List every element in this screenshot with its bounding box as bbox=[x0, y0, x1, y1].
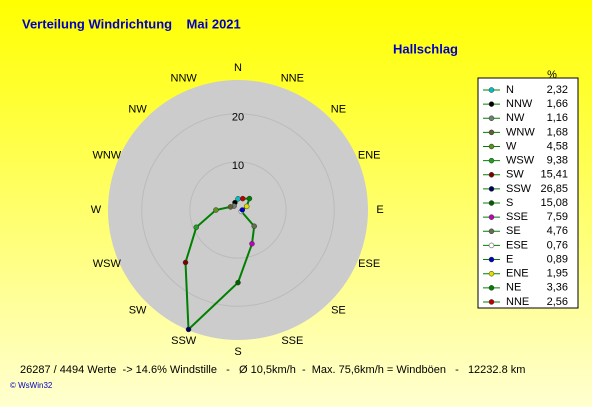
legend-value: 15,41 bbox=[540, 169, 568, 181]
legend-box bbox=[477, 77, 579, 309]
direction-label: SSE bbox=[281, 335, 303, 347]
legend-label: SSW bbox=[506, 183, 532, 195]
legend-value: 3,36 bbox=[547, 282, 568, 294]
legend-marker bbox=[488, 87, 495, 93]
legend-marker bbox=[488, 299, 495, 305]
legend-label: ENE bbox=[506, 268, 529, 280]
wind-marker bbox=[239, 207, 246, 213]
legend-value: 0,89 bbox=[547, 253, 568, 265]
grid-ring bbox=[141, 113, 335, 307]
legend-marker bbox=[488, 214, 495, 220]
direction-label: WSW bbox=[93, 258, 122, 270]
legend-label: E bbox=[506, 253, 513, 265]
direction-label: SW bbox=[129, 304, 147, 316]
subtitle: Hallschlag bbox=[393, 41, 458, 56]
legend-marker bbox=[488, 129, 495, 136]
direction-label: E bbox=[376, 204, 383, 216]
legend-label: NW bbox=[506, 112, 525, 124]
direction-label: W bbox=[91, 204, 102, 216]
footer: 26287 / 4494 Werte -> 14.6% Windstille -… bbox=[20, 364, 525, 376]
chart-title: Verteilung Windrichtung Mai 2021 bbox=[22, 16, 241, 31]
legend-value: 1,95 bbox=[547, 268, 568, 280]
wind-marker bbox=[182, 259, 189, 266]
wind-marker bbox=[251, 223, 257, 229]
wind-marker bbox=[243, 203, 250, 210]
direction-label: NW bbox=[128, 103, 147, 115]
legend-value: 2,56 bbox=[547, 296, 568, 308]
legend-label: N bbox=[506, 84, 514, 96]
legend-label: NE bbox=[506, 282, 521, 294]
legend-marker bbox=[488, 172, 495, 178]
wind-marker bbox=[235, 279, 241, 286]
wind-marker bbox=[239, 195, 246, 202]
r-tick-label: 20 bbox=[232, 112, 244, 124]
direction-label: SE bbox=[331, 304, 346, 316]
legend-label: WNW bbox=[506, 126, 535, 138]
grid-ring bbox=[189, 161, 287, 259]
legend-value: 0,76 bbox=[547, 239, 568, 251]
legend-value: 1,66 bbox=[547, 98, 568, 110]
legend-value: 1,16 bbox=[547, 112, 568, 124]
legend-value: 26,85 bbox=[540, 183, 568, 195]
wind-marker bbox=[185, 326, 192, 333]
wind-marker bbox=[227, 204, 234, 210]
legend-marker bbox=[488, 228, 495, 235]
legend-value: 15,08 bbox=[540, 197, 568, 209]
legend-marker bbox=[488, 270, 495, 277]
legend-marker bbox=[488, 200, 495, 206]
legend-marker bbox=[488, 256, 495, 263]
legend-label: S bbox=[506, 197, 513, 209]
legend-label: SE bbox=[506, 225, 521, 237]
legend-header: % bbox=[547, 69, 557, 81]
legend-label: NNE bbox=[506, 296, 529, 308]
direction-label: S bbox=[234, 346, 241, 358]
wind-marker bbox=[249, 241, 255, 247]
legend-value: 7,59 bbox=[547, 211, 568, 223]
wind-marker bbox=[246, 195, 253, 202]
wind-marker bbox=[193, 224, 200, 231]
legend-value: 1,68 bbox=[547, 126, 568, 138]
legend-label: ESE bbox=[506, 239, 528, 251]
legend-label: SSE bbox=[506, 211, 528, 223]
wind-marker bbox=[213, 207, 219, 213]
direction-label: WNW bbox=[92, 150, 121, 162]
legend-marker bbox=[488, 186, 495, 192]
credit: © WsWin32 bbox=[10, 381, 53, 390]
legend-label: NNW bbox=[506, 98, 533, 110]
legend-marker bbox=[488, 285, 495, 291]
legend-value: 4,58 bbox=[547, 140, 568, 152]
r-tick-label: 10 bbox=[232, 160, 244, 172]
legend-label: SW bbox=[506, 169, 524, 181]
direction-label: ENE bbox=[358, 150, 381, 162]
legend-label: W bbox=[506, 140, 517, 152]
legend-marker bbox=[488, 242, 495, 249]
legend-value: 9,38 bbox=[547, 155, 568, 167]
direction-label: NE bbox=[331, 103, 346, 115]
legend-value: 4,76 bbox=[547, 225, 568, 237]
direction-label: NNE bbox=[281, 73, 304, 85]
direction-label: ESE bbox=[358, 258, 380, 270]
direction-label: NNW bbox=[171, 73, 198, 85]
direction-label: SSW bbox=[171, 335, 197, 347]
legend-marker bbox=[488, 115, 495, 122]
legend-marker bbox=[488, 157, 495, 164]
legend-label: WSW bbox=[506, 155, 535, 167]
plot-disk bbox=[108, 80, 368, 340]
direction-label: N bbox=[234, 62, 242, 74]
legend-value: 2,32 bbox=[547, 84, 568, 96]
legend-marker bbox=[488, 143, 495, 150]
legend-marker bbox=[488, 101, 495, 107]
